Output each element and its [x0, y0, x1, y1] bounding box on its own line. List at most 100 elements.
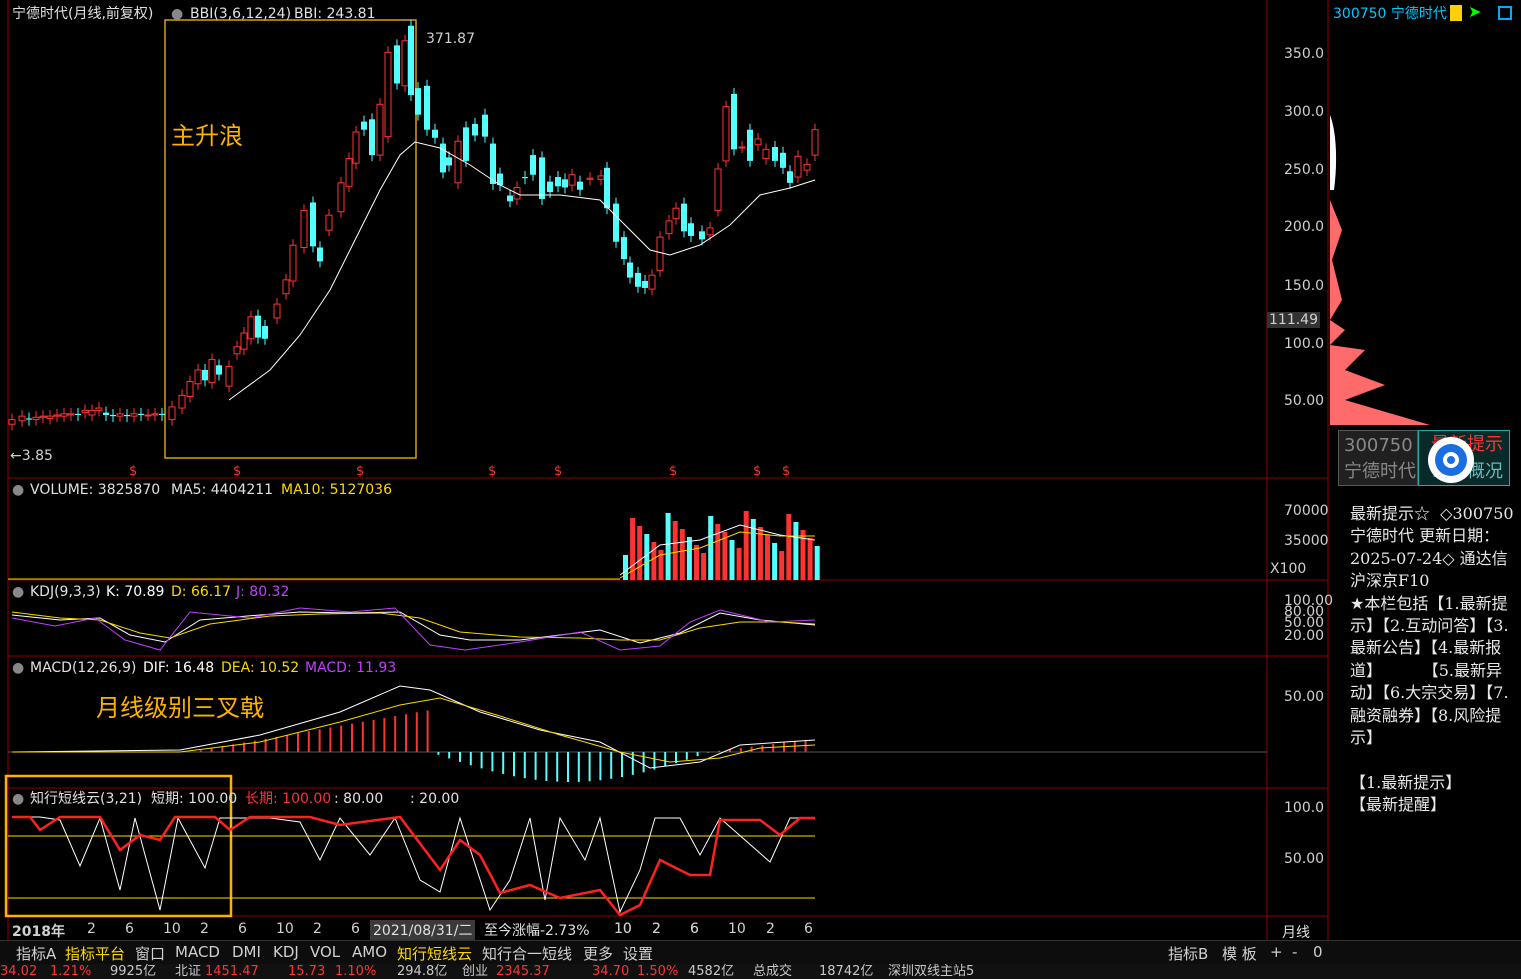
- status-item: 1.10%: [335, 964, 377, 979]
- change-since: 至今涨幅-2.73%: [484, 923, 590, 939]
- mini-quote-box[interactable]: 300750 宁德时代: [1338, 430, 1418, 486]
- tab-0[interactable]: 指标A: [16, 945, 57, 963]
- tab-2[interactable]: 窗口: [135, 945, 166, 963]
- volume-bar: [722, 532, 728, 580]
- kdj-k-line: [11, 611, 816, 644]
- candle: [440, 143, 446, 173]
- macd-tick: 50.00: [1284, 689, 1325, 705]
- candle: [110, 414, 116, 417]
- mini-name: 宁德时代: [1344, 461, 1416, 482]
- kdj-tick: 20.00: [1284, 628, 1325, 644]
- tab-1[interactable]: 指标平台: [65, 945, 126, 963]
- volume-bar: [686, 537, 692, 580]
- x-tick: 6: [238, 921, 247, 937]
- volume-bar: [694, 545, 699, 580]
- period-label[interactable]: 月线: [1282, 925, 1310, 941]
- tab-5[interactable]: KDJ: [273, 943, 299, 961]
- volume-bar: [779, 551, 785, 580]
- candle: [337, 182, 345, 213]
- window-icon[interactable]: [1498, 6, 1512, 20]
- volume-profile-red: [1330, 200, 1430, 425]
- tab-8[interactable]: 知行短线云: [397, 945, 473, 963]
- volume-bar: [651, 542, 657, 580]
- tab-4[interactable]: DMI: [232, 943, 261, 961]
- cloud-highlight-box: [4, 774, 233, 918]
- status-item: 总成交: [753, 964, 793, 979]
- tab-10[interactable]: 更多: [583, 945, 614, 963]
- indicator-toggle-icon[interactable]: ●: [171, 6, 184, 22]
- assistant-icon[interactable]: [1428, 437, 1474, 483]
- candle: [233, 346, 241, 355]
- candle: [562, 179, 568, 188]
- cloud-label: 知行短线云(3,21): [30, 791, 143, 807]
- candle: [627, 262, 633, 278]
- candle: [384, 51, 392, 138]
- trident-annotation: 月线级别三叉戟: [96, 694, 264, 722]
- mini-code: 300750: [1344, 435, 1413, 456]
- candle: [722, 106, 730, 162]
- tab-right-4[interactable]: 0: [1313, 943, 1323, 961]
- status-item: 18742亿: [819, 964, 874, 979]
- status-item: 北证: [175, 964, 202, 979]
- candle: [60, 413, 68, 417]
- candle: [376, 103, 384, 156]
- flag-icon[interactable]: [1450, 5, 1462, 21]
- volume-bar: [637, 526, 643, 580]
- macd-dea: DEA: 10.52: [221, 660, 300, 676]
- kdj-toggle-icon[interactable]: ●: [12, 584, 25, 600]
- tab-11[interactable]: 设置: [623, 945, 654, 963]
- volume-ma5: MA5: 4404211: [171, 482, 274, 498]
- candle: [46, 415, 54, 419]
- candle: [317, 247, 323, 262]
- candle: [642, 281, 648, 288]
- volume-toggle-icon[interactable]: ●: [12, 482, 25, 498]
- candle: [124, 414, 130, 417]
- signal-marker: $: [554, 464, 562, 479]
- kdj-d-line: [11, 611, 816, 641]
- candle: [186, 380, 194, 398]
- tab-9[interactable]: 知行合一短线: [482, 945, 573, 963]
- arrow-icon[interactable]: ➤: [1468, 2, 1482, 21]
- tab-7[interactable]: AMO: [352, 943, 388, 961]
- candle: [310, 202, 316, 247]
- tab-6[interactable]: VOL: [310, 943, 341, 961]
- candle: [454, 140, 462, 184]
- cloud-level-80: : 80.00: [334, 791, 384, 807]
- cloud-tick: 100.0: [1284, 800, 1325, 816]
- candle: [144, 414, 152, 417]
- tab-3[interactable]: MACD: [175, 943, 220, 961]
- volume-label: VOLUME: 3825870: [30, 482, 161, 498]
- candle: [262, 326, 268, 339]
- x-tick: 2018年: [12, 924, 65, 940]
- tab-right-0[interactable]: 指标B: [1168, 945, 1209, 963]
- hover-date: 2021/08/31/二: [370, 920, 476, 940]
- volume-bar: [679, 529, 685, 580]
- candle: [497, 173, 503, 186]
- chart-canvas[interactable]: $ $ $ $ $ $ $ $: [0, 0, 1521, 940]
- candle: [482, 114, 488, 137]
- candle: [116, 413, 124, 417]
- x-tick: 10: [276, 921, 294, 937]
- candle: [415, 88, 421, 115]
- price-tick: 200.0: [1284, 219, 1325, 235]
- tab-right-2[interactable]: +: [1270, 943, 1283, 961]
- kdj-j-line: [11, 607, 816, 651]
- status-item: 1.21%: [50, 964, 92, 979]
- volume-bar: [715, 524, 721, 580]
- cloud-toggle-icon[interactable]: ●: [12, 791, 25, 807]
- price-tick: 150.0: [1284, 278, 1325, 294]
- wave-highlight-box: [164, 19, 417, 459]
- tab-right-3[interactable]: -: [1292, 943, 1298, 961]
- candle: [345, 158, 353, 187]
- tab-right-1[interactable]: 模 板: [1222, 945, 1257, 963]
- stock-code-title[interactable]: 300750 宁德时代: [1333, 6, 1447, 22]
- candle: [240, 332, 248, 350]
- signal-marker: $: [233, 464, 241, 479]
- price-tick: 100.0: [1284, 336, 1325, 352]
- signal-marker: $: [669, 464, 677, 479]
- f10-info-text: 最新提示☆ ◇300750 宁德时代 更新日期：2025-07-24◇ 通达信 …: [1350, 504, 1514, 815]
- signal-marker: $: [129, 464, 137, 479]
- macd-toggle-icon[interactable]: ●: [12, 660, 25, 676]
- candle: [604, 167, 610, 209]
- candle: [738, 146, 746, 149]
